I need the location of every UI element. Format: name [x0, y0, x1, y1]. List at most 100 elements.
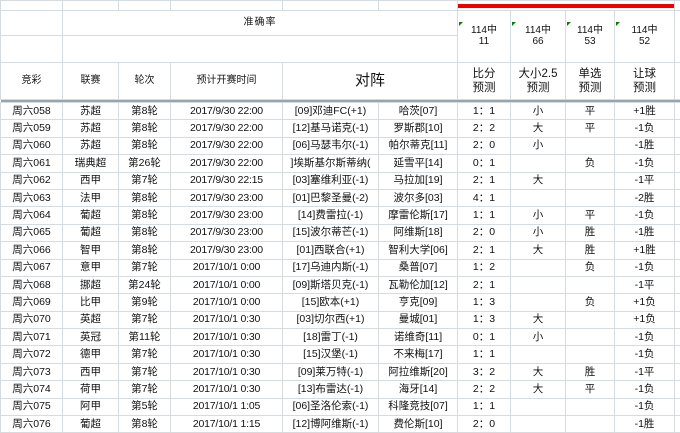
cell-score-prediction: 0：1	[458, 329, 511, 346]
cell-overunder-prediction: 大	[511, 311, 566, 328]
cell-single-prediction: 平	[566, 381, 615, 398]
cell-away-team: 波尔多[03]	[379, 189, 458, 206]
cell-jingcai-id: 周六058	[1, 103, 63, 120]
cell-round: 第7轮	[119, 346, 171, 363]
cell-score-prediction: 1：1	[458, 398, 511, 415]
cell-handicap-prediction: +1负	[615, 294, 675, 311]
cell-final-score: 2：1	[675, 103, 680, 120]
cell-round: 第7轮	[119, 381, 171, 398]
spacer-cell	[379, 1, 458, 11]
cell-handicap-prediction: -1负	[615, 329, 675, 346]
header-jingcai: 竞彩	[1, 63, 63, 100]
cell-away-team: 科隆竞技[07]	[379, 398, 458, 415]
cell-home-team: [06]圣洛伦索(-1)	[283, 398, 379, 415]
cell-overunder-prediction: 大	[511, 259, 566, 276]
cell-away-team: 瓦勒伦加[12]	[379, 276, 458, 293]
cell-overunder-prediction: 小	[511, 346, 566, 363]
cell-away-team: 哈茨[07]	[379, 103, 458, 120]
cell-overunder-prediction: 大	[511, 172, 566, 189]
cell-overunder-prediction: 大	[511, 189, 566, 206]
cell-overunder-prediction: 小	[511, 329, 566, 346]
cell-single-prediction: 胜	[566, 189, 615, 206]
cell-away-team: 海牙[14]	[379, 381, 458, 398]
cell-match-time: 2017/9/30 23:00	[171, 207, 283, 224]
cell-single-prediction: 平	[566, 346, 615, 363]
cell-score-prediction: 2：1	[458, 172, 511, 189]
cell-home-team: [03]切尔西(+1)	[283, 311, 379, 328]
cell-overunder-prediction: 小	[511, 398, 566, 415]
header-final-score: 最终 比分	[675, 63, 680, 100]
cell-final-score: 3：2	[675, 207, 680, 224]
cell-away-team: 阿拉维斯[20]	[379, 363, 458, 380]
cell-home-team: [14]费雷拉(-1)	[283, 207, 379, 224]
cell-single-prediction: 负	[566, 329, 615, 346]
cell-league: 法甲	[63, 189, 119, 206]
cell-single-prediction: 胜	[566, 363, 615, 380]
cell-home-team: [01]巴黎圣曼(-2)	[283, 189, 379, 206]
cell-round: 第26轮	[119, 155, 171, 172]
cell-away-team: 曼城[01]	[379, 311, 458, 328]
header-matchup: 对阵	[283, 63, 458, 100]
cell-round: 第9轮	[119, 294, 171, 311]
cell-match-time: 2017/9/30 22:00	[171, 155, 283, 172]
cell-score-prediction: 1：2	[458, 259, 511, 276]
comment-marker-icon	[616, 22, 620, 26]
cell-league: 葡超	[63, 207, 119, 224]
cell-score-prediction: 2：0	[458, 224, 511, 241]
cell-round: 第7轮	[119, 172, 171, 189]
cell-home-team: [03]塞维利亚(-1)	[283, 172, 379, 189]
cell-jingcai-id: 周六063	[1, 189, 63, 206]
cell-league: 苏超	[63, 120, 119, 137]
cell-jingcai-id: 周六069	[1, 294, 63, 311]
cell-overunder-prediction: 大	[511, 276, 566, 293]
cell-score-prediction: 2：2	[458, 381, 511, 398]
cell-handicap-prediction: +1负	[615, 311, 675, 328]
cell-handicap-prediction: -1负	[615, 120, 675, 137]
cell-away-team: 帕尔蒂克[11]	[379, 137, 458, 154]
header-score-prediction: 比分 预测	[458, 63, 511, 100]
cell-single-prediction: 胜	[566, 242, 615, 259]
cell-home-team: [15]波尔蒂芒(-1)	[283, 224, 379, 241]
cell-score-prediction: 1：1	[458, 103, 511, 120]
cell-match-time: 2017/9/30 23:00	[171, 224, 283, 241]
empty-cell	[1, 11, 63, 36]
cell-home-team: [12]博阿维斯(-1)	[283, 416, 379, 433]
cell-handicap-prediction: -1胜	[615, 137, 675, 154]
red-accent-bar	[458, 1, 675, 11]
cell-jingcai-id: 周六067	[1, 259, 63, 276]
cell-round: 第8轮	[119, 207, 171, 224]
cell-handicap-prediction: -1平	[615, 276, 675, 293]
cell-league: 比甲	[63, 294, 119, 311]
cell-round: 第24轮	[119, 276, 171, 293]
cell-round: 第8轮	[119, 137, 171, 154]
cell-league: 意甲	[63, 259, 119, 276]
cell-match-time: 2017/9/30 22:00	[171, 137, 283, 154]
cell-jingcai-id: 周六062	[1, 172, 63, 189]
cell-match-time: 2017/10/1 1:15	[171, 416, 283, 433]
header-match-time: 预计开赛时间	[171, 63, 283, 100]
cell-overunder-prediction: 小	[511, 155, 566, 172]
cell-final-score: 0：1	[675, 311, 680, 328]
cell-home-team: [15]汉堡(-1)	[283, 346, 379, 363]
cell-handicap-prediction: -2胜	[615, 189, 675, 206]
cell-away-team: 费伦斯[10]	[379, 416, 458, 433]
cell-match-time: 2017/9/30 23:00	[171, 189, 283, 206]
cell-away-team: 马拉加[19]	[379, 172, 458, 189]
cell-league: 荷甲	[63, 381, 119, 398]
hit-stat-score: 114中 11	[458, 11, 511, 63]
cell-jingcai-id: 周六060	[1, 137, 63, 154]
cell-match-time: 2017/10/1 1:05	[171, 398, 283, 415]
cell-league: 葡超	[63, 416, 119, 433]
cell-handicap-prediction: -1平	[615, 172, 675, 189]
cell-score-prediction: 2：0	[458, 137, 511, 154]
cell-handicap-prediction: -1胜	[615, 224, 675, 241]
cell-away-team: 亨克[09]	[379, 294, 458, 311]
cell-score-prediction: 2：1	[458, 242, 511, 259]
